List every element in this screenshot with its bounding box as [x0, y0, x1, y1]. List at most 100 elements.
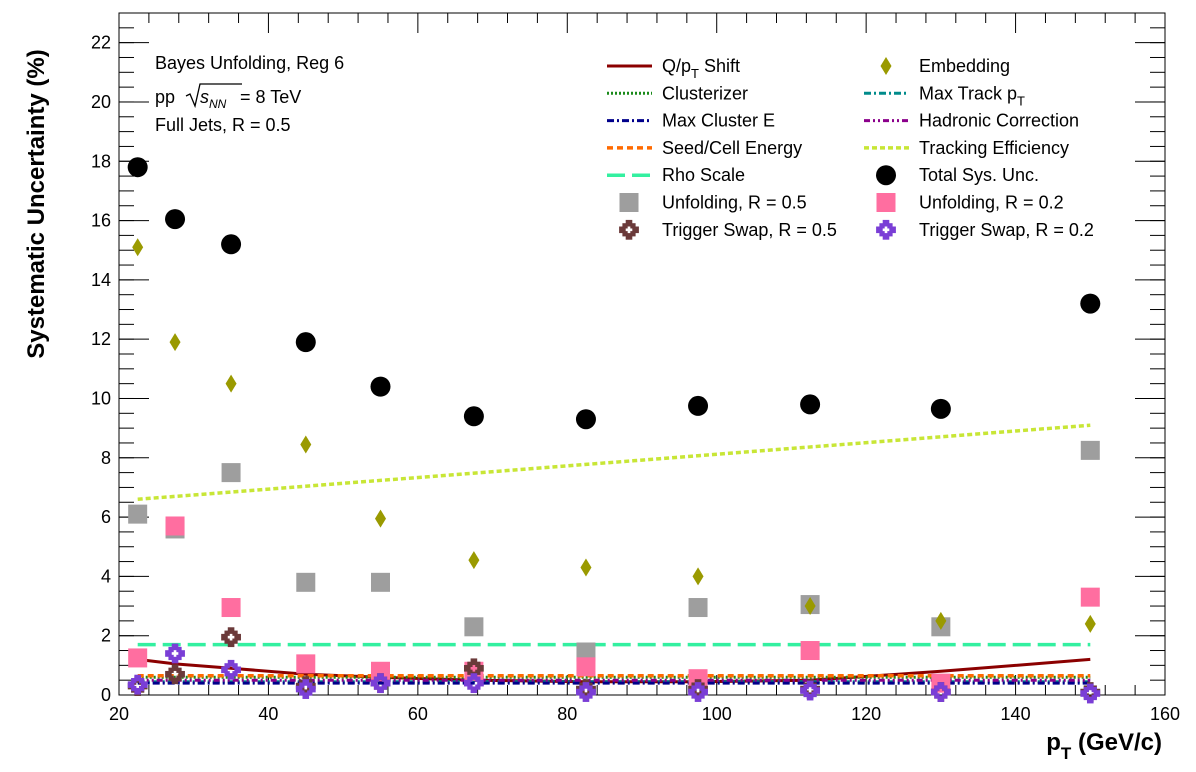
data-point-trig05 [221, 627, 241, 648]
data-point-embedding [225, 374, 237, 393]
y-tick-label: 10 [91, 388, 111, 408]
legend-swatch [880, 57, 892, 75]
data-point-embedding [300, 435, 312, 454]
data-point-total [165, 209, 186, 230]
data-point-unf05 [296, 572, 316, 592]
info-line-3: Full Jets, R = 0.5 [155, 115, 291, 135]
data-point-trig02 [127, 674, 148, 695]
data-point-trig02 [800, 680, 821, 701]
x-tick-label: 120 [851, 704, 881, 724]
x-tick-label: 60 [408, 704, 428, 724]
y-tick-label: 20 [91, 92, 111, 112]
x-tick-label: 160 [1150, 704, 1180, 724]
data-point-unf02 [165, 516, 185, 536]
data-point-unf05 [1080, 440, 1100, 460]
y-tick-label: 18 [91, 151, 111, 171]
legend-label: Embedding [919, 56, 1010, 76]
data-point-unf02 [576, 657, 596, 677]
legend-label: Rho Scale [662, 165, 745, 185]
data-point-unf05 [128, 504, 148, 524]
data-point-unf05 [688, 598, 708, 618]
data-point-embedding [169, 333, 181, 352]
data-point-unf02 [296, 654, 316, 674]
data-point-unf02 [221, 598, 241, 618]
legend-item-trig05: Trigger Swap, R = 0.5 [619, 220, 837, 240]
legend-label: Q/pT Shift [662, 56, 740, 81]
legend-label: Hadronic Correction [919, 111, 1079, 131]
y-tick-label: 16 [91, 211, 111, 231]
legend-label: Tracking Efficiency [919, 138, 1069, 158]
x-tick-label: 40 [258, 704, 278, 724]
legend-item-clusterizer: Clusterizer [607, 83, 748, 103]
data-point-trig02 [165, 643, 185, 664]
legend-label: Unfolding, R = 0.5 [662, 193, 807, 213]
legend-label: Unfolding, R = 0.2 [919, 193, 1064, 213]
data-point-unf05 [576, 642, 596, 662]
legend-swatch [876, 219, 896, 240]
data-point-embedding [935, 611, 947, 630]
x-tick-label: 140 [1001, 704, 1031, 724]
data-point-embedding [468, 551, 480, 570]
x-axis-label-sub: T [1061, 744, 1072, 763]
series-markers [127, 157, 1101, 704]
sqrt-sign [185, 83, 242, 109]
data-point-embedding [580, 558, 592, 577]
y-tick-label: 14 [91, 270, 111, 290]
data-point-trig02 [295, 679, 316, 699]
legend-item-qpt: Q/pT Shift [607, 56, 740, 81]
data-point-total [221, 234, 242, 255]
data-point-unf02 [128, 648, 148, 668]
legend-label: Seed/Cell Energy [662, 138, 802, 158]
data-point-trig02 [221, 659, 241, 680]
legend-swatch [619, 193, 639, 212]
legend-label: Clusterizer [662, 83, 748, 103]
data-point-total [295, 332, 316, 353]
data-point-unf02 [371, 661, 390, 681]
x-axis-label: pT (GeV/c) [1046, 729, 1162, 763]
data-point-embedding [375, 509, 386, 528]
legend-swatch [876, 165, 896, 186]
data-point-embedding [804, 597, 816, 616]
x-axis: 20 40 60 80 100 120 140 160 [109, 13, 1180, 724]
legend-item-trig02: Trigger Swap, R = 0.2 [876, 220, 1094, 240]
data-point-unf02 [1080, 587, 1100, 607]
y-axis: 0 2 4 6 8 10 12 14 16 18 20 22 [91, 12, 1165, 705]
y-axis-label: Systematic Uncertainty (%) [23, 49, 50, 358]
legend-item-seedcell: Seed/Cell Energy [607, 138, 802, 158]
legend-item-unf02: Unfolding, R = 0.2 [876, 193, 1064, 213]
data-point-total [370, 376, 391, 397]
legend-label: Max Cluster E [662, 111, 775, 131]
y-tick-label: 22 [91, 33, 111, 53]
legend-label: Total Sys. Unc. [919, 165, 1039, 185]
series-lines [137, 423, 1091, 685]
x-axis-label-unit: (GeV/c) [1071, 729, 1162, 756]
data-point-total [463, 406, 484, 427]
data-point-trig02 [463, 673, 484, 694]
legend-item-rho: Rho Scale [607, 165, 745, 185]
legend-item-total: Total Sys. Unc. [876, 165, 1039, 186]
y-tick-label: 0 [101, 685, 111, 705]
data-point-trig05 [165, 664, 185, 685]
info-box: Bayes Unfolding, Reg 6 pp sNN = 8 TeV Fu… [155, 53, 344, 135]
data-point-total [800, 394, 821, 415]
data-point-unf02 [800, 641, 820, 661]
data-point-embedding [132, 238, 144, 257]
y-tick-label: 6 [101, 507, 111, 527]
x-axis-label-main: p [1046, 729, 1061, 756]
data-point-trig02 [370, 673, 391, 694]
legend-label: Max Track pT [919, 83, 1025, 108]
data-point-trig02 [1080, 683, 1101, 704]
legend-item-tracking: Tracking Efficiency [864, 138, 1069, 158]
data-point-total [1080, 293, 1101, 314]
y-tick-label: 4 [101, 566, 111, 586]
data-point-total [575, 409, 596, 430]
data-point-trig02 [930, 682, 951, 702]
data-point-unf05 [221, 463, 241, 483]
info-line-2-pp: pp [155, 87, 175, 107]
x-tick-label: 100 [702, 704, 732, 724]
data-point-trig02 [576, 682, 596, 702]
legend-item-embedding: Embedding [880, 56, 1010, 76]
info-energy: = 8 TeV [240, 87, 301, 107]
info-line-1: Bayes Unfolding, Reg 6 [155, 53, 344, 73]
